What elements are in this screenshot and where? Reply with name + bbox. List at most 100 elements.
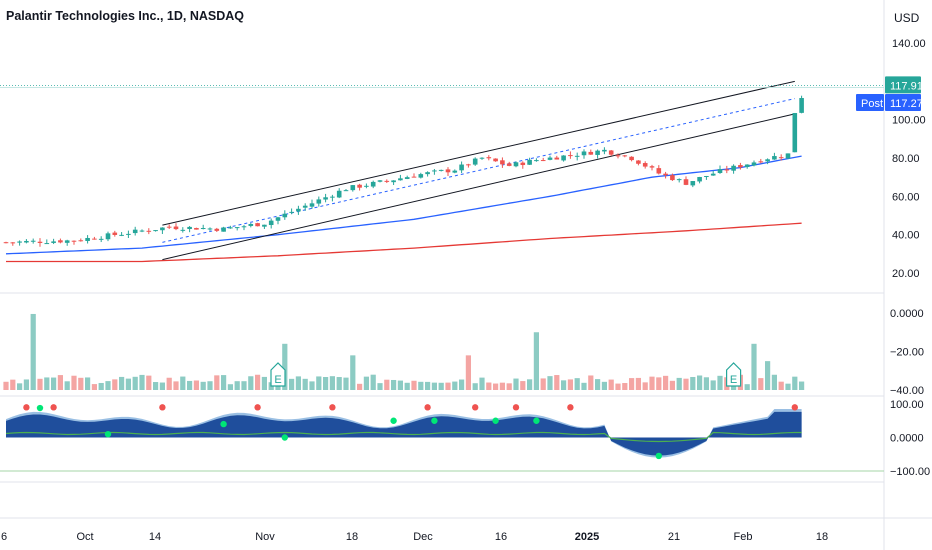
candle: [146, 228, 152, 235]
oscillator-buy-dot: [281, 434, 288, 441]
candle-body: [105, 233, 111, 240]
volume-bar: [153, 382, 159, 390]
candle-body: [486, 157, 492, 159]
candle: [343, 188, 349, 192]
volume-bar: [642, 382, 648, 390]
candle-body: [302, 205, 308, 208]
volume-bar: [309, 381, 315, 390]
time-tick-label: 21: [668, 531, 680, 543]
volume-bar: [690, 376, 696, 390]
volume-bar: [533, 332, 539, 390]
earnings-marker[interactable]: E: [726, 362, 742, 387]
volume-axis: 0.0000 −20.00 −40.00: [890, 308, 924, 397]
candle: [602, 147, 607, 155]
candle: [221, 226, 226, 232]
volume-bar: [486, 382, 492, 390]
volume-bar: [669, 380, 675, 390]
candle: [554, 155, 560, 160]
candle-body: [44, 243, 50, 245]
volume-bar: [799, 381, 805, 390]
volume-bar: [771, 374, 777, 390]
volume-bar: [357, 383, 363, 390]
candle-body: [656, 168, 662, 174]
candle: [527, 157, 532, 165]
candle: [384, 179, 390, 184]
candle: [622, 155, 628, 158]
candle-body: [602, 149, 607, 152]
candle-body: [24, 240, 29, 243]
time-tick-label: Dec: [413, 531, 433, 543]
candle-body: [173, 226, 179, 230]
candle-body: [357, 184, 362, 188]
candle-body: [289, 211, 294, 213]
candle: [228, 225, 233, 229]
candle-body: [574, 155, 580, 157]
volume-bar: [595, 379, 601, 390]
volume-bar: [703, 377, 709, 390]
candle: [316, 196, 322, 207]
candle-body: [343, 190, 349, 192]
volume-bar: [601, 381, 607, 390]
candle-body: [214, 228, 220, 231]
volume-bar: [717, 375, 723, 390]
candle: [772, 152, 777, 160]
earnings-marker-label: E: [274, 374, 281, 386]
candle-body: [608, 150, 614, 155]
post-price-tag: [885, 94, 921, 111]
candle: [24, 239, 29, 244]
oscillator-sell-dot: [254, 404, 261, 411]
candle: [513, 161, 519, 168]
candle: [561, 155, 566, 162]
candle-body: [547, 157, 553, 160]
volume-bar: [207, 381, 213, 390]
volume-bar: [302, 378, 308, 390]
volume-bar: [85, 377, 91, 390]
candle-body: [527, 159, 532, 165]
volume-bar: [547, 376, 553, 390]
candle-body: [697, 177, 702, 182]
candle-body: [744, 164, 750, 168]
volume-bar: [23, 379, 29, 390]
candle: [404, 175, 410, 180]
volume-bar: [241, 381, 247, 390]
candle-body: [30, 240, 36, 242]
volume-bar: [629, 378, 635, 390]
price-tick-label: 40.00: [892, 230, 920, 242]
volume-bar: [316, 376, 322, 390]
candle-body: [248, 224, 254, 226]
volume-bar: [588, 375, 594, 390]
candle: [432, 168, 437, 175]
volume-bar: [710, 380, 716, 390]
volume-bar: [540, 378, 546, 390]
candle-body: [710, 173, 716, 176]
candle-body: [738, 165, 743, 168]
candle-body: [309, 203, 315, 207]
candle: [370, 180, 376, 189]
oscillator-tick-label: −100.00: [890, 466, 930, 478]
candle-body: [765, 159, 770, 162]
currency-label[interactable]: USD: [894, 11, 920, 25]
candle-body: [180, 229, 186, 231]
candle-body: [540, 160, 546, 162]
candle-body: [160, 227, 165, 231]
volume-bar: [513, 378, 519, 390]
candle-body: [153, 230, 158, 232]
candle: [194, 227, 199, 230]
earnings-marker[interactable]: E: [270, 362, 286, 387]
volume-bar: [615, 383, 621, 390]
volume-bar: [472, 383, 478, 390]
candle: [738, 162, 743, 170]
candle-body: [534, 160, 539, 162]
volume-bar: [785, 383, 791, 390]
candle: [58, 238, 63, 244]
candle-body: [3, 242, 9, 244]
volume-bar: [465, 355, 471, 390]
price-tags: 117.91 Post 117.27: [856, 76, 923, 111]
volume-bar: [51, 377, 57, 390]
earnings-marker-label: E: [730, 374, 737, 386]
candle-body: [98, 238, 104, 240]
volume-bar: [105, 381, 111, 390]
volume-bar: [30, 313, 36, 390]
